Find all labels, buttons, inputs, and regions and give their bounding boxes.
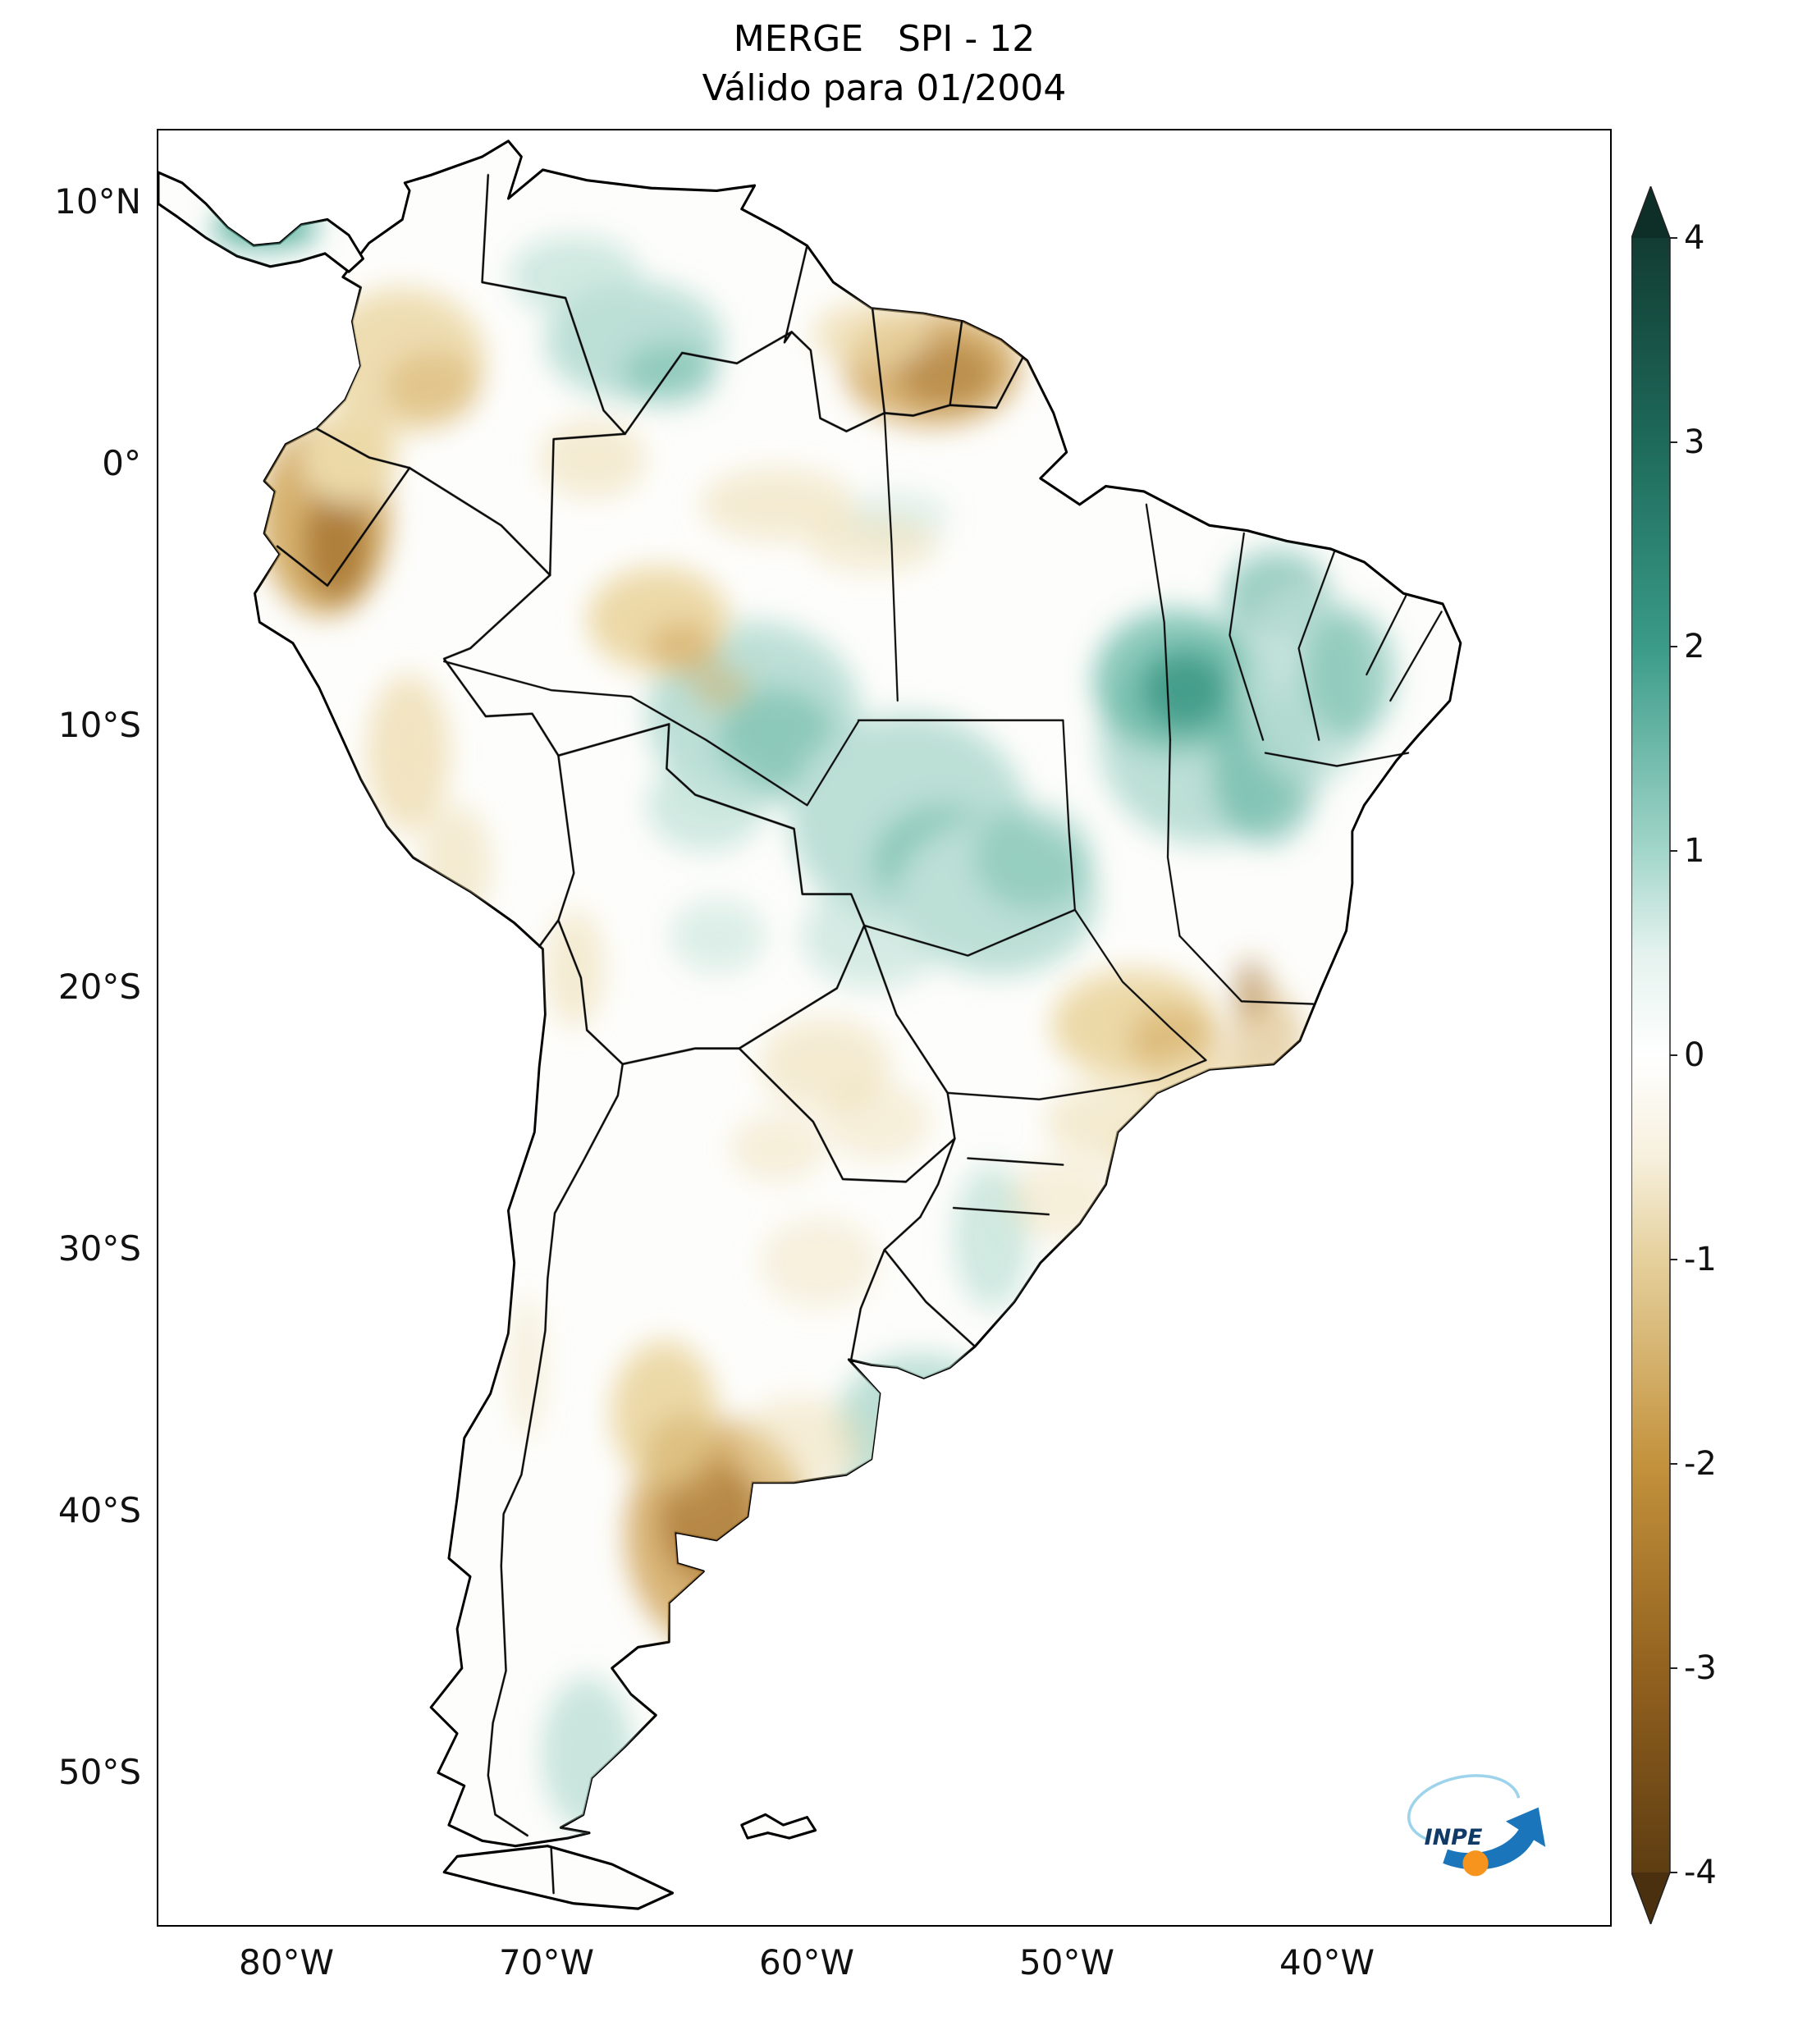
ytick-30s: 30°S [57, 1228, 141, 1269]
cbtick-m2: -2 [1684, 1445, 1717, 1483]
tierra-del-fuego-coastline [442, 1845, 675, 1910]
xtick-50w: 50°W [1019, 1942, 1114, 1982]
map-plot-area: INPE [157, 129, 1612, 1927]
ytick-10s: 10°S [57, 705, 141, 745]
country-borders [276, 173, 1024, 1895]
cbtick-m3: -3 [1684, 1649, 1717, 1687]
inpe-logo: INPE [1407, 1774, 1546, 1877]
cbtick-1: 1 [1684, 832, 1705, 870]
chart-subtitle: Válido para 01/2004 [702, 67, 1067, 109]
colorbar [1631, 186, 1677, 1924]
central-america-coastline [158, 171, 364, 273]
colorbar-over-cap [1631, 186, 1670, 238]
south-america-spi-map [158, 139, 1462, 1910]
xtick-40w: 40°W [1279, 1942, 1375, 1982]
cbtick-4: 4 [1684, 219, 1705, 257]
cbtick-2: 2 [1684, 628, 1705, 665]
cbtick-m4: -4 [1684, 1854, 1717, 1891]
colorbar-tick-marks [1670, 237, 1677, 1873]
xtick-80w: 80°W [239, 1942, 334, 1982]
ytick-20s: 20°S [57, 967, 141, 1007]
ytick-50s: 50°S [57, 1752, 141, 1792]
inpe-orange-dot [1462, 1850, 1489, 1877]
ytick-0: 0° [102, 443, 141, 483]
xtick-60w: 60°W [759, 1942, 854, 1982]
colorbar-gradient [1631, 238, 1670, 1873]
ytick-10n: 10°N [54, 181, 141, 222]
figure-title-block: MERGE SPI - 12 Válido para 01/2004 [157, 15, 1612, 113]
cbtick-m1: -1 [1684, 1241, 1717, 1278]
inpe-logo-text: INPE [1425, 1825, 1483, 1850]
colorbar-under-cap [1631, 1873, 1670, 1924]
cbtick-0: 0 [1684, 1036, 1705, 1074]
state-borders [443, 412, 1443, 1216]
falkland-islands [740, 1813, 817, 1840]
ytick-40s: 40°S [57, 1490, 141, 1530]
chart-title: MERGE SPI - 12 [733, 18, 1036, 60]
xtick-70w: 70°W [499, 1942, 594, 1982]
cbtick-3: 3 [1684, 423, 1705, 461]
